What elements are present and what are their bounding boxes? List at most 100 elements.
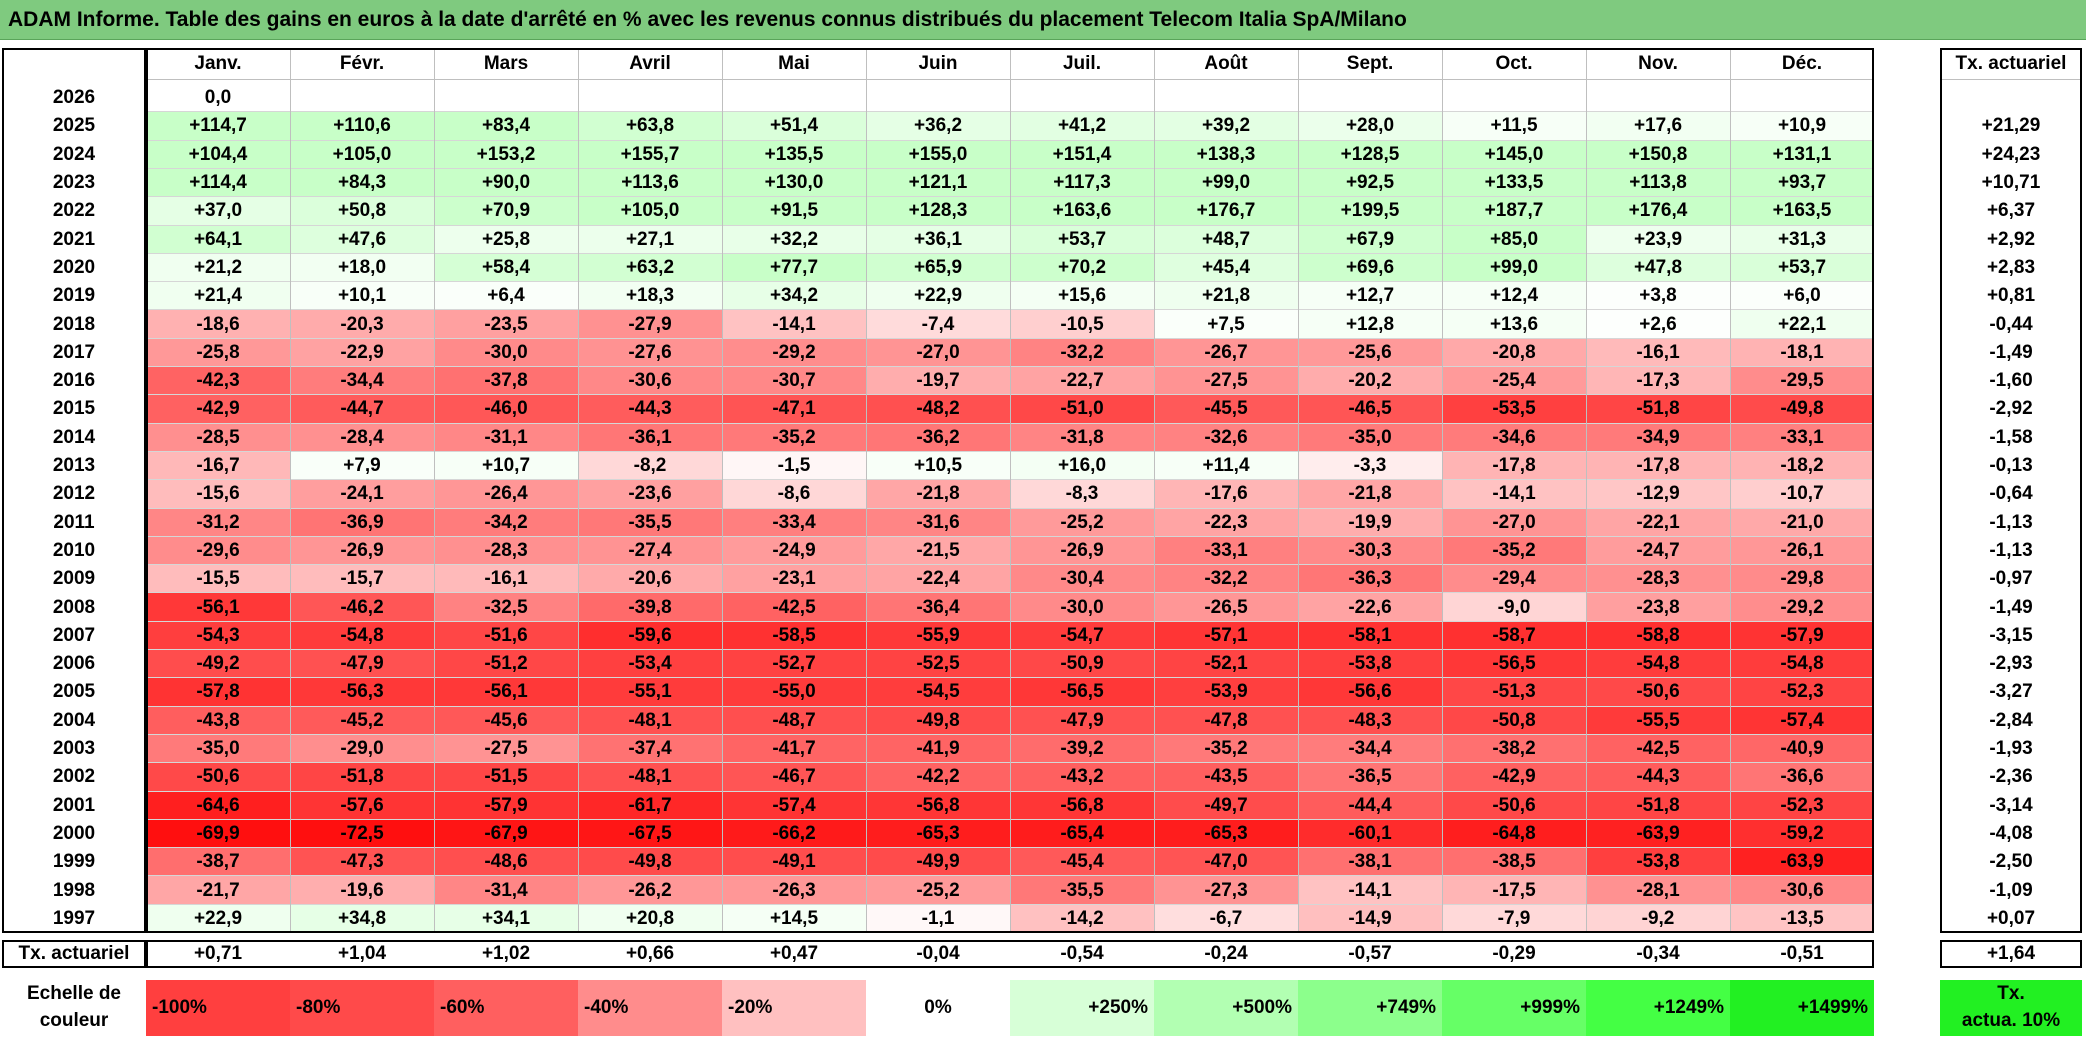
- summary-cell: +1,02: [481, 943, 531, 964]
- table-cell: -14,2: [1010, 904, 1154, 933]
- legend-swatch: +250%: [1010, 980, 1154, 1036]
- table-cell: -12,9: [1586, 480, 1730, 509]
- table-cell: +32,2: [722, 225, 866, 254]
- table-cell: -36,1: [578, 423, 722, 452]
- column-divider: [578, 48, 579, 933]
- table-cell: +145,0: [1442, 140, 1586, 169]
- annual-rate-cell: -2,50: [1989, 851, 2033, 873]
- month-header: Déc.: [1730, 48, 1874, 80]
- table-cell: -43,2: [1010, 763, 1154, 792]
- table-cell: -17,8: [1586, 451, 1730, 481]
- table-cell: -69,9: [146, 819, 290, 849]
- table-cell: +39,2: [1154, 112, 1298, 141]
- year-label: 1999: [52, 851, 96, 873]
- table-cell: +63,2: [578, 253, 722, 283]
- table-cell: -47,0: [1154, 848, 1298, 877]
- table-cell: -27,5: [434, 734, 578, 764]
- table-cell: -35,0: [1298, 423, 1442, 452]
- table-cell: -25,2: [866, 876, 1010, 905]
- legend-swatch: -60%: [434, 980, 578, 1036]
- table-cell: -51,0: [1010, 395, 1154, 424]
- table-cell: -30,0: [1010, 593, 1154, 622]
- table-cell: -51,8: [1586, 395, 1730, 424]
- table-cell: +65,9: [866, 253, 1010, 283]
- table-cell: -46,7: [722, 763, 866, 792]
- table-cell: -30,3: [1298, 536, 1442, 566]
- table-cell: +12,4: [1442, 282, 1586, 311]
- table-cell: +121,1: [866, 168, 1010, 198]
- table-cell: +151,4: [1010, 140, 1154, 169]
- table-cell: -54,8: [1586, 650, 1730, 679]
- table-cell: -48,1: [578, 706, 722, 735]
- table-cell: -26,9: [1010, 536, 1154, 566]
- year-label: 2022: [52, 200, 96, 222]
- table-cell: +41,2: [1010, 112, 1154, 141]
- table-cell: +34,2: [722, 282, 866, 311]
- summary-cell: -0,24: [1204, 943, 1248, 964]
- table-cell: +21,8: [1154, 282, 1298, 311]
- table-cell: -57,1: [1154, 621, 1298, 650]
- table-cell: -1,5: [722, 451, 866, 481]
- table-cell: -50,6: [1442, 791, 1586, 820]
- table-cell: [1586, 84, 1730, 113]
- table-cell: +11,4: [1154, 451, 1298, 481]
- month-header: Janv.: [146, 48, 290, 80]
- table-cell: -19,9: [1298, 508, 1442, 537]
- table-cell: -35,2: [722, 423, 866, 452]
- year-label: 2026: [52, 87, 96, 109]
- table-cell: -31,4: [434, 876, 578, 905]
- table-cell: -22,1: [1586, 508, 1730, 537]
- table-cell: -55,5: [1586, 706, 1730, 735]
- annual-rate-cell: +21,29: [1981, 115, 2041, 137]
- table-cell: -54,3: [146, 621, 290, 650]
- table-cell: -39,8: [578, 593, 722, 622]
- table-cell: 0,0: [146, 84, 290, 113]
- table-cell: [1010, 84, 1154, 113]
- table-cell: +176,7: [1154, 197, 1298, 226]
- table-cell: -47,9: [290, 650, 434, 679]
- table-cell: -24,9: [722, 536, 866, 566]
- table-cell: -17,6: [1154, 480, 1298, 509]
- table-cell: -49,1: [722, 848, 866, 877]
- table-cell: -58,1: [1298, 621, 1442, 650]
- table-cell: -37,8: [434, 367, 578, 396]
- table-cell: -30,6: [578, 367, 722, 396]
- year-label: 2018: [52, 313, 96, 335]
- table-cell: -20,6: [578, 565, 722, 594]
- table-cell: -27,9: [578, 310, 722, 339]
- table-cell: -53,4: [578, 650, 722, 679]
- table-cell: -25,6: [1298, 338, 1442, 367]
- table-cell: +155,0: [866, 140, 1010, 169]
- table-cell: +14,5: [722, 904, 866, 933]
- table-cell: +16,0: [1010, 451, 1154, 481]
- table-cell: -27,4: [578, 536, 722, 566]
- table-cell: +77,7: [722, 253, 866, 283]
- table-cell: -58,7: [1442, 621, 1586, 650]
- month-header: Mai: [722, 48, 866, 80]
- year-label: 2020: [52, 256, 96, 278]
- table-cell: -3,3: [1298, 451, 1442, 481]
- table-cell: [1154, 84, 1298, 113]
- table-cell: +36,2: [866, 112, 1010, 141]
- table-cell: -32,5: [434, 593, 578, 622]
- year-label: 2004: [52, 709, 96, 731]
- legend-rate-line: actua. 10%: [1961, 1010, 2061, 1031]
- annual-rate-cell: -0,44: [1989, 313, 2033, 335]
- summary-cell: +0,47: [769, 943, 819, 964]
- table-cell: -6,7: [1154, 904, 1298, 933]
- table-cell: +99,0: [1442, 253, 1586, 283]
- table-cell: +6,0: [1730, 282, 1874, 311]
- table-cell: [578, 84, 722, 113]
- legend-swatch: +749%: [1298, 980, 1442, 1036]
- month-header: Juil.: [1010, 48, 1154, 80]
- table-cell: -47,3: [290, 848, 434, 877]
- table-cell: -19,6: [290, 876, 434, 905]
- table-cell: -34,6: [1442, 423, 1586, 452]
- month-header: Avril: [578, 48, 722, 80]
- table-cell: -56,3: [290, 678, 434, 707]
- table-cell: -58,8: [1586, 621, 1730, 650]
- table-cell: -52,5: [866, 650, 1010, 679]
- table-cell: -30,0: [434, 338, 578, 367]
- table-cell: -34,4: [290, 367, 434, 396]
- table-cell: -52,3: [1730, 791, 1874, 820]
